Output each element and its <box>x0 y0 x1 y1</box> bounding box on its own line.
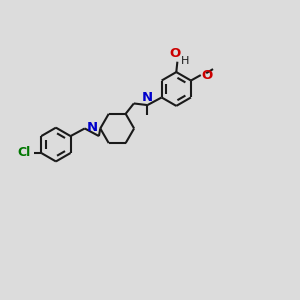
Text: O: O <box>202 69 213 82</box>
Text: H: H <box>181 56 189 66</box>
Text: N: N <box>87 121 98 134</box>
Text: N: N <box>142 91 153 104</box>
Text: Cl: Cl <box>18 146 31 160</box>
Text: O: O <box>170 47 181 60</box>
